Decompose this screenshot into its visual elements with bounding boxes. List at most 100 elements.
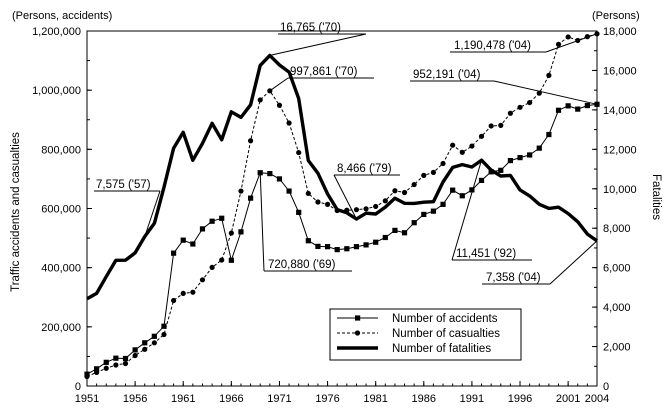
series-layer <box>84 31 600 380</box>
annotation: 997,861 ('70) <box>269 66 374 92</box>
data-point <box>584 102 590 109</box>
data-point <box>286 120 292 126</box>
data-point <box>151 333 157 339</box>
right-axis-title: Fatalities <box>650 174 662 220</box>
y-left-tick-label: 1,000,000 <box>32 85 81 97</box>
annotation-label: 16,765 ('70) <box>280 22 341 34</box>
data-point <box>421 211 427 218</box>
data-point <box>565 103 571 109</box>
data-point <box>315 243 321 249</box>
data-point <box>324 244 331 250</box>
data-point <box>430 169 437 176</box>
legend-label: Number of accidents <box>392 313 498 325</box>
data-point <box>228 230 234 236</box>
data-point <box>478 133 485 139</box>
data-point <box>161 323 167 329</box>
data-point <box>363 242 369 248</box>
legend-item: Number of accidents <box>337 313 498 325</box>
y-left-tick-label: 400,000 <box>41 263 81 275</box>
annotation-layer: 16,765 ('70) 997,861 ('70) 720,880 ('69) 7,… <box>94 22 598 285</box>
annotation: 16,765 ('70) <box>269 22 367 56</box>
annotation-label: 8,466 ('79) <box>337 163 392 175</box>
x-tick-label: 1996 <box>508 393 532 405</box>
data-point <box>219 257 225 263</box>
x-tick-label: 2001 <box>556 393 580 405</box>
data-point <box>209 218 215 224</box>
data-point <box>536 145 542 151</box>
data-point <box>190 241 196 247</box>
data-point <box>267 170 273 177</box>
data-point <box>565 34 571 40</box>
data-point <box>363 206 369 212</box>
data-point <box>122 360 129 367</box>
annotation-leader <box>259 172 265 272</box>
data-point <box>238 229 244 235</box>
data-point <box>257 170 263 176</box>
legend-marker <box>355 315 361 321</box>
y-left-tick-label: 600,000 <box>41 204 81 216</box>
annotation-leader <box>144 190 161 237</box>
data-point <box>132 347 138 353</box>
data-point <box>498 167 504 173</box>
data-point <box>546 131 552 138</box>
annotation: 7,358 ('04) <box>482 240 598 285</box>
data-point <box>353 244 360 250</box>
data-point <box>199 277 206 283</box>
data-point <box>546 72 552 78</box>
legend-label: Number of casualties <box>392 328 500 340</box>
x-tick-label: 1961 <box>171 393 195 405</box>
x-tick-label: 1971 <box>267 393 291 405</box>
data-point <box>507 157 513 164</box>
annotation: 1,190,478 ('04) <box>450 33 598 53</box>
annotation: 11,451 ('92) <box>451 160 532 261</box>
data-point <box>450 187 456 193</box>
data-point <box>373 239 379 245</box>
x-tick-label: 1981 <box>363 393 387 405</box>
data-point <box>257 97 263 103</box>
data-point <box>247 138 254 144</box>
annotation-leader <box>549 240 598 285</box>
x-tick-label: 1976 <box>315 393 339 405</box>
x-tick-label: 1991 <box>460 393 484 405</box>
data-point <box>122 355 129 362</box>
annotation-leader <box>333 174 357 220</box>
y-left-tick-label: 1,200,000 <box>32 26 81 38</box>
data-point <box>305 190 311 197</box>
y-right-tick-label: 8,000 <box>603 223 631 235</box>
data-point <box>219 215 225 221</box>
left-axis-unit: (Persons, accidents) <box>12 10 112 22</box>
data-point <box>190 289 196 295</box>
legend-label: Number of fatalities <box>392 343 491 355</box>
data-point <box>450 142 456 148</box>
data-point <box>151 340 157 346</box>
data-point <box>488 123 494 129</box>
series-number-of-fatalities <box>86 53 598 301</box>
series-line <box>86 53 598 301</box>
data-point <box>180 290 186 297</box>
x-tick-label: 1966 <box>219 393 243 405</box>
data-point <box>113 362 119 368</box>
data-point <box>315 199 321 205</box>
axes: 1951 1956 1961 1966 1971 1976 1981 1986 1991 1996… <box>32 26 637 405</box>
data-point <box>180 237 186 243</box>
legend-marker <box>354 330 361 336</box>
data-point <box>392 227 398 233</box>
data-point <box>113 355 119 361</box>
data-point <box>373 203 379 210</box>
data-point <box>469 187 475 193</box>
data-point <box>199 226 206 232</box>
data-point <box>401 230 408 236</box>
y-right-tick-label: 16,000 <box>603 65 637 77</box>
data-point <box>324 201 331 207</box>
data-point <box>84 373 90 380</box>
annotation-label: 11,451 ('92) <box>456 248 516 260</box>
y-right-tick-label: 12,000 <box>603 144 637 156</box>
data-point <box>296 149 302 156</box>
annotation-label: 997,861 ('70) <box>290 66 358 78</box>
data-point <box>353 207 360 213</box>
x-tick-label: 2004 <box>585 393 609 405</box>
data-point <box>469 143 475 149</box>
data-point <box>517 104 523 110</box>
legend-item: Number of fatalities <box>337 343 491 355</box>
annotation-label: 1,190,478 ('04) <box>454 40 531 52</box>
